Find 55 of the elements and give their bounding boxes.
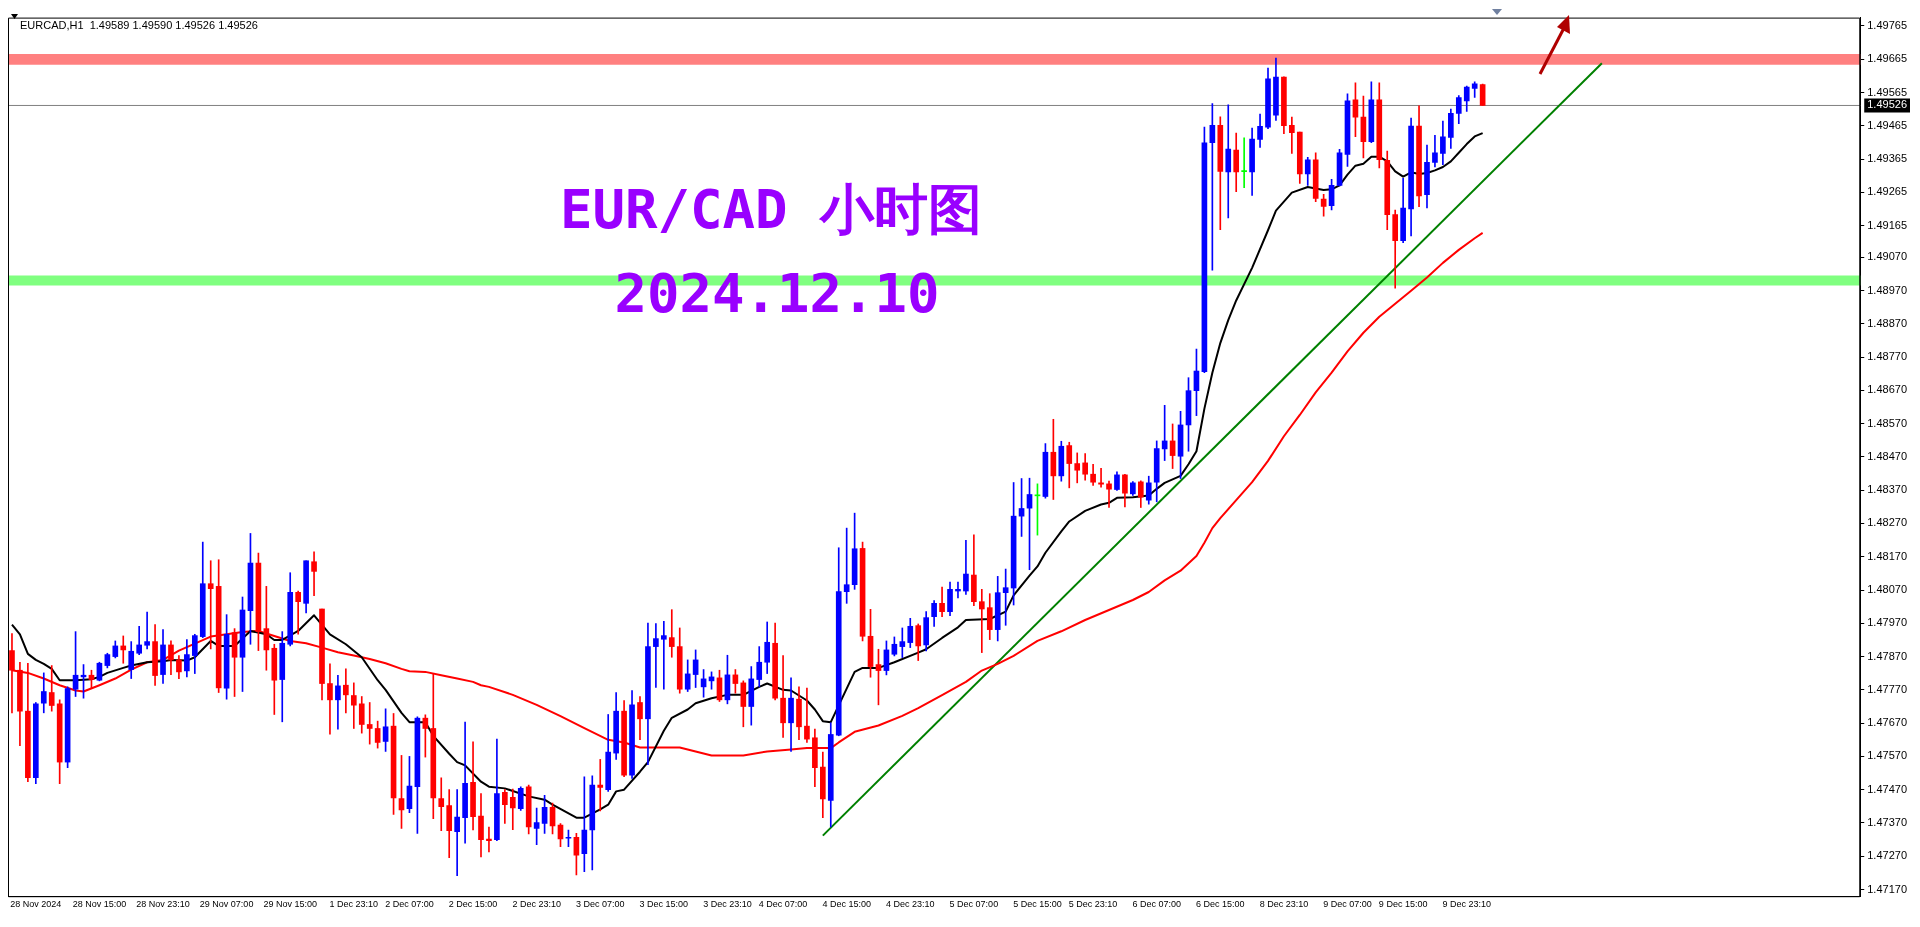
x-tick-label: 4 Dec 23:10 [886, 899, 935, 910]
x-tick-label: 3 Dec 07:00 [575, 899, 625, 910]
y-tick-label: 1.48870 [1867, 316, 1907, 329]
x-tick-label: 1 Dec 23:10 [329, 899, 379, 910]
x-tick-label: 28 Nov 15:00 [72, 899, 127, 910]
x-tick-label: 5 Dec 07:00 [949, 899, 999, 910]
x-tick-label: 6 Dec 15:00 [1196, 899, 1245, 910]
y-tick-label: 1.48370 [1867, 483, 1907, 496]
y-tick-label: 1.47970 [1867, 616, 1907, 629]
x-tick-label: 4 Dec 15:00 [822, 899, 871, 910]
y-tick-label: 1.48170 [1867, 549, 1907, 562]
y-tick-label: 1.49365 [1867, 152, 1907, 165]
y-tick-label: 1.47270 [1867, 849, 1907, 862]
x-tick-label: 3 Dec 23:10 [703, 899, 752, 910]
x-tick-label: 9 Dec 07:00 [1323, 899, 1372, 910]
y-tick-label: 1.47670 [1867, 716, 1907, 729]
y-tick-label: 1.48970 [1867, 283, 1907, 296]
y-tick-label: 1.49765 [1867, 18, 1907, 31]
y-tick-label: 1.49565 [1867, 85, 1907, 98]
y-tick-label: 1.48770 [1867, 350, 1907, 363]
y-tick-label: 1.47570 [1867, 749, 1907, 762]
x-tick-label: 5 Dec 23:10 [1068, 899, 1118, 910]
x-tick-label: 2 Dec 07:00 [385, 899, 434, 910]
ref-line-label: 1.49526 [1867, 98, 1907, 111]
x-tick-label: 8 Dec 23:10 [1259, 899, 1309, 910]
y-tick-label: 1.49070 [1867, 250, 1907, 263]
y-tick-label: 1.48270 [1867, 516, 1907, 529]
x-tick-label: 28 Nov 2024 [10, 899, 62, 910]
y-tick-label: 1.49665 [1867, 52, 1907, 65]
x-tick-label: 29 Nov 15:00 [263, 899, 317, 910]
x-tick-label: 4 Dec 07:00 [758, 899, 808, 910]
x-tick-label: 9 Dec 23:10 [1442, 899, 1492, 910]
text: 2024.12.10 [614, 262, 940, 326]
y-tick-label: 1.48670 [1867, 383, 1907, 396]
x-tick-label: 2 Dec 23:10 [512, 899, 561, 910]
y-tick-label: 1.49265 [1867, 185, 1907, 198]
y-tick-label: 1.47170 [1867, 882, 1907, 895]
annotation: EURCAD,H1 1.49589 1.49590 1.49526 1.49526 [20, 18, 258, 31]
y-tick-label: 1.47770 [1867, 682, 1907, 695]
y-tick-label: 1.49165 [1867, 218, 1907, 231]
x-tick-label: 29 Nov 07:00 [199, 899, 254, 910]
y-tick-label: 1.47870 [1867, 649, 1907, 662]
y-tick-label: 1.47470 [1867, 782, 1907, 795]
x-tick-label: 28 Nov 23:10 [136, 899, 190, 910]
x-tick-label: 9 Dec 15:00 [1378, 899, 1428, 910]
x-tick-label: 3 Dec 15:00 [639, 899, 689, 910]
y-tick-label: 1.47370 [1867, 816, 1907, 829]
y-tick-label: 1.48470 [1867, 449, 1907, 462]
y-tick-label: 1.48070 [1867, 583, 1907, 596]
x-tick-label: 5 Dec 15:00 [1013, 899, 1062, 910]
text: EUR/CAD 小时图 [559, 178, 983, 242]
x-tick-label: 6 Dec 07:00 [1132, 899, 1181, 910]
y-tick-label: 1.48570 [1867, 416, 1907, 429]
y-tick-label: 1.49465 [1867, 118, 1907, 131]
x-tick-label: 2 Dec 15:00 [448, 899, 498, 910]
